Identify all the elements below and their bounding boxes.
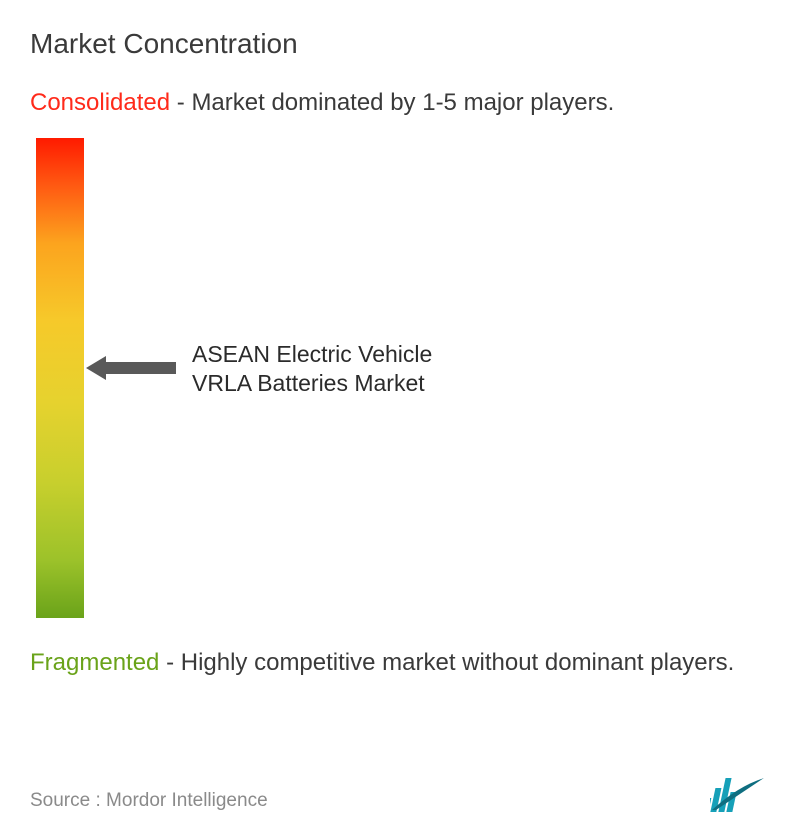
market-pointer-label: ASEAN Electric Vehicle VRLA Batteries Ma… (192, 340, 512, 398)
legend-consolidated: Consolidated - Market dominated by 1-5 m… (30, 88, 766, 118)
gradient-bar (36, 138, 84, 618)
legend-consolidated-desc: - Market dominated by 1-5 major players. (170, 89, 614, 116)
arrow-shaft (106, 362, 176, 374)
source-name: Mordor Intelligence (106, 790, 268, 811)
source-text: Source : Mordor Intelligence (30, 790, 268, 812)
legend-consolidated-label: Consolidated (30, 89, 170, 116)
pointer-label-line2: VRLA Batteries Market (192, 370, 425, 396)
legend-fragmented-label: Fragmented (30, 649, 159, 676)
footer: Source : Mordor Intelligence (30, 776, 766, 812)
source-prefix: Source : (30, 790, 106, 811)
pointer-label-line1: ASEAN Electric Vehicle (192, 341, 432, 367)
arrow-left-icon (86, 356, 106, 380)
legend-fragmented-desc: - Highly competitive market without domi… (159, 649, 734, 676)
page-title: Market Concentration (30, 28, 766, 60)
mordor-logo-icon (710, 776, 766, 812)
market-pointer (86, 356, 176, 380)
concentration-chart: ASEAN Electric Vehicle VRLA Batteries Ma… (30, 138, 766, 628)
legend-fragmented: Fragmented - Highly competitive market w… (30, 648, 766, 678)
